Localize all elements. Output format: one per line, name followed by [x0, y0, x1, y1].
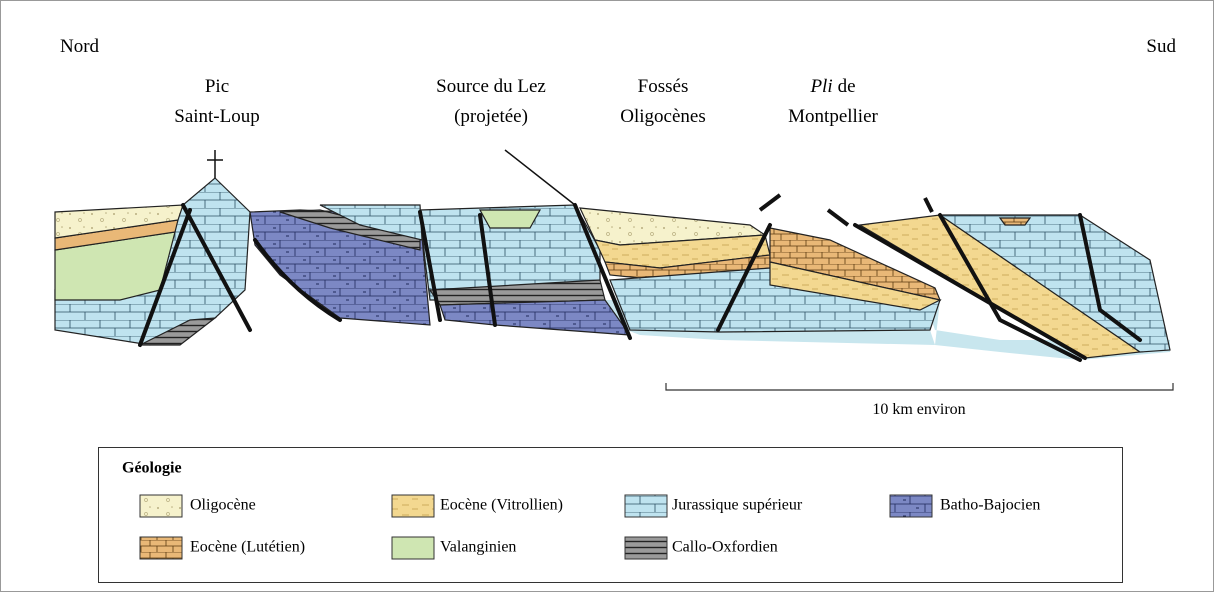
legend-label: Eocène (Lutétien) [190, 539, 305, 556]
place-label: Pli de [809, 76, 855, 97]
valanginien [478, 209, 542, 229]
legend-label: Oligocène [190, 497, 256, 514]
callo-oxfordien [139, 317, 217, 346]
legend: Géologie Oligocène Eocène (Vitrollien) Jur… [98, 447, 1123, 583]
legend-swatch [139, 494, 183, 518]
legend-title: Géologie [122, 460, 182, 477]
italic-word: Pli [809, 76, 832, 97]
fault [418, 203, 632, 340]
fault [253, 238, 342, 322]
place-label: Saint-Loup [174, 106, 260, 127]
legend-swatch [391, 536, 435, 560]
legend-swatch [624, 494, 668, 518]
batho-bajocien [439, 299, 632, 336]
south-label: Sud [1146, 36, 1176, 57]
legend-label: Jurassique supérieur [672, 497, 803, 514]
legend-swatch [391, 494, 435, 518]
jurassic [319, 204, 423, 241]
place-label: Source du Lez [436, 76, 546, 97]
north-label: Nord [60, 36, 100, 57]
place-label: (projetée) [454, 106, 528, 127]
legend-label: Valanginien [440, 539, 516, 556]
legend-swatch [139, 536, 183, 560]
lutetien [998, 217, 1032, 226]
projection-line [504, 149, 576, 206]
fault [853, 223, 1087, 360]
lutetien [769, 227, 941, 301]
place-label: Oligocènes [620, 106, 705, 127]
legend-label: Batho-Bajocien [940, 497, 1040, 514]
legend-box [98, 447, 1123, 583]
fault [138, 203, 252, 347]
legend-label: Eocène (Vitrollien) [440, 497, 563, 514]
scale-label: 10 km environ [872, 401, 965, 418]
legend-label: Callo-Oxfordien [672, 539, 778, 556]
fault-tip [758, 193, 934, 227]
oligocene [54, 204, 184, 239]
legend-swatch [624, 536, 668, 560]
word: de [838, 76, 856, 97]
legend-swatch [889, 494, 933, 518]
place-label: Pic [205, 76, 229, 97]
place-label: Fossés [638, 76, 689, 97]
summit-cross [207, 150, 223, 178]
cross-section [54, 149, 1171, 362]
vitrollien [769, 261, 942, 311]
scale-line [665, 383, 1174, 391]
scale-bar: 10 km environ [665, 383, 1174, 418]
fault [716, 213, 1142, 362]
callo-oxfordien [279, 209, 421, 251]
place-label: Montpellier [788, 106, 878, 127]
